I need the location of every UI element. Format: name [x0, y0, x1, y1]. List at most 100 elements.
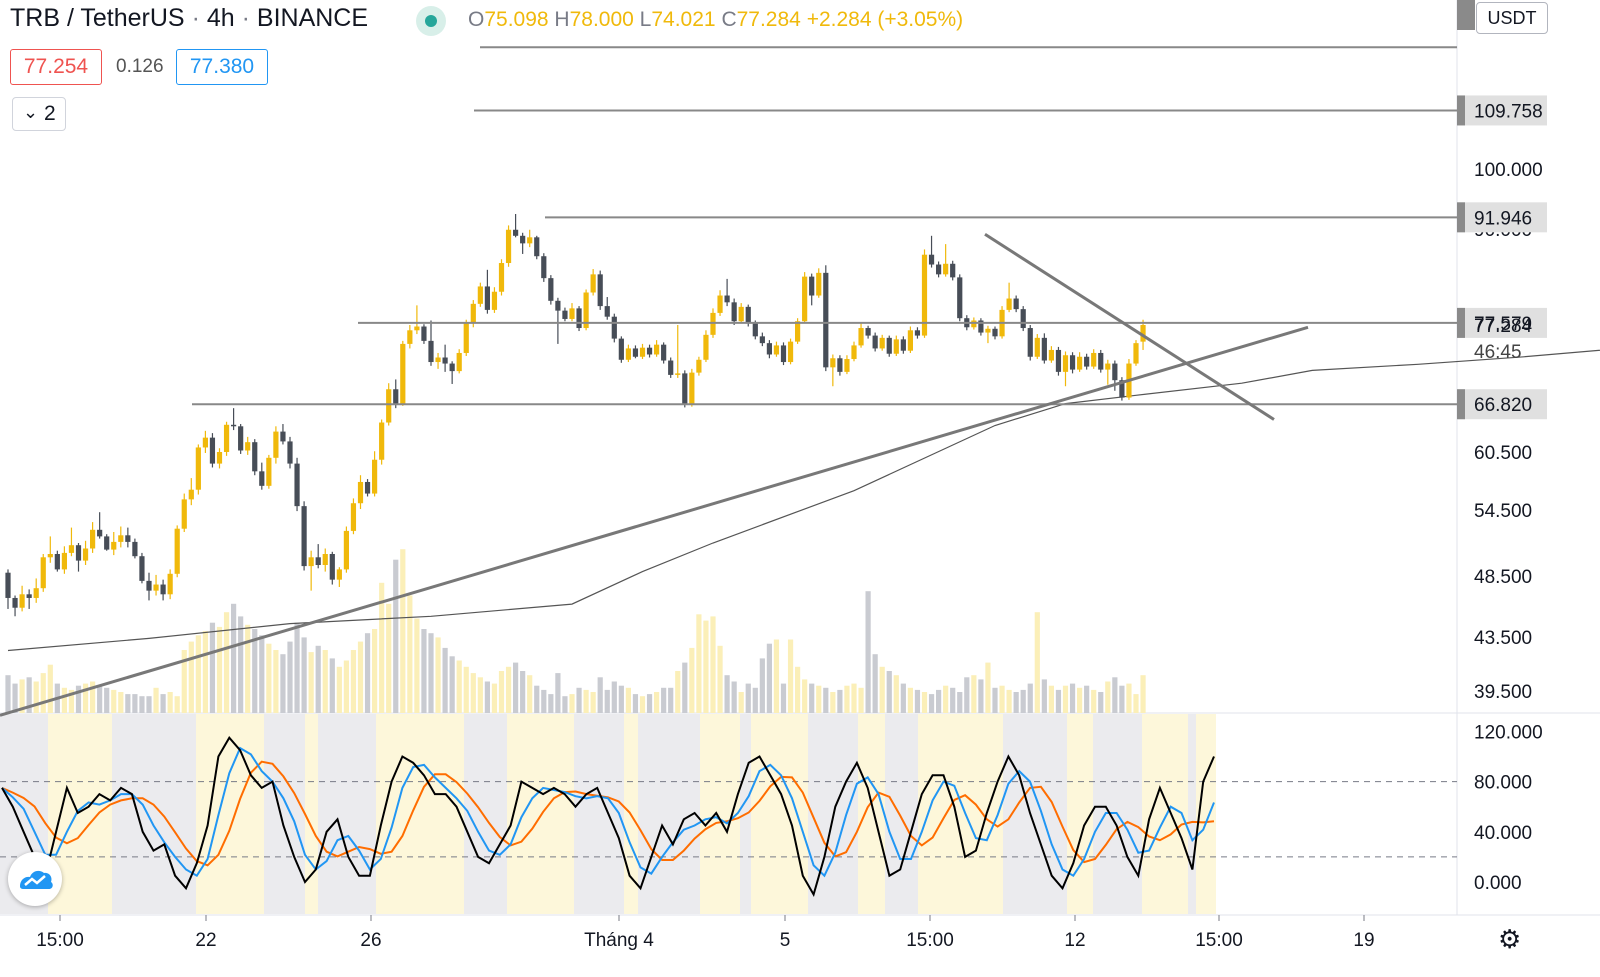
candle-body [1091, 352, 1097, 367]
candle-body [111, 541, 117, 550]
oscillator-band [376, 714, 464, 914]
candle-body [689, 372, 695, 404]
volume-bar [802, 679, 808, 713]
candle-body [562, 310, 568, 319]
candle-body [280, 431, 286, 442]
candle-body [879, 337, 885, 349]
candle-body [1069, 355, 1076, 370]
volume-bar [491, 683, 498, 713]
candle-body [463, 323, 469, 353]
volume-bar [357, 641, 364, 713]
price-level-marker [1457, 307, 1465, 338]
candle-body [336, 569, 342, 580]
oscillator-band [507, 714, 574, 914]
candle-body [1105, 363, 1111, 370]
volume-bar [992, 687, 998, 713]
volume-bar [773, 639, 780, 713]
volume-bar [379, 582, 385, 713]
indicators-toggle[interactable]: ⌄ 2 [12, 97, 66, 131]
open-value: 75.098 [484, 8, 549, 31]
buy-price-button[interactable]: 77.380 [176, 49, 268, 85]
volume-bar [40, 673, 46, 713]
volume-bar [1084, 685, 1090, 713]
volume-bar [442, 647, 448, 713]
candle-body [294, 463, 300, 507]
volume-bar [386, 603, 392, 713]
candle-body [238, 426, 244, 451]
indicator-count: 2 [44, 102, 56, 125]
price-level-tag [1457, 202, 1547, 233]
candle-body [308, 557, 314, 567]
candle-body [188, 489, 194, 500]
separator-dot: · [191, 4, 200, 32]
candle-body [928, 254, 935, 265]
candle-body [139, 556, 145, 581]
volume-bar [548, 694, 554, 713]
ascending-trendline [0, 325, 1309, 717]
candle-body [583, 292, 589, 329]
volume-bar [1069, 683, 1076, 713]
volume-bar [90, 681, 96, 713]
volume-bar [82, 683, 89, 713]
candle-body [1112, 363, 1118, 381]
volume-bar [971, 675, 977, 713]
currency-button[interactable]: USDT [1476, 2, 1548, 34]
candle-body [68, 545, 75, 553]
volume-bar [795, 666, 801, 713]
candle-body [837, 358, 843, 372]
time-tick-label: 15:00 [36, 930, 84, 951]
volume-bar [865, 591, 871, 713]
candle-body [61, 552, 67, 570]
volume-bar [336, 666, 342, 713]
volume-bar [231, 603, 237, 713]
candle-body [534, 237, 540, 257]
high-label: H [554, 8, 570, 31]
candle-body [858, 328, 864, 346]
volume-bar [97, 685, 103, 713]
candle-body [428, 340, 434, 363]
candle-body [696, 359, 702, 373]
tradingview-logo-icon[interactable] [8, 852, 62, 906]
volume-bar [1013, 692, 1019, 713]
candle-body [5, 572, 11, 598]
candle-body [844, 359, 850, 372]
volume-bar [886, 671, 892, 713]
oscillator-band [264, 714, 305, 914]
candle-body [703, 334, 709, 360]
volume-bar [907, 687, 913, 713]
candle-body [202, 437, 208, 448]
price-tick-label: 54.500 [1474, 501, 1532, 522]
candle-body [357, 481, 364, 504]
interval-label[interactable]: 4h [206, 4, 235, 32]
oscillator-band [885, 714, 918, 914]
candle-body [216, 452, 223, 464]
volume-bar [209, 622, 216, 713]
oscillator-tick-label: 0.000 [1474, 873, 1522, 894]
volume-bar [654, 692, 660, 713]
volume-bar [146, 696, 152, 713]
open-label: O [468, 8, 485, 31]
gear-icon[interactable]: ⚙ [1498, 924, 1522, 954]
candle-body [604, 306, 610, 317]
volume-bar [646, 694, 653, 713]
close-label: C [721, 8, 737, 31]
price-level-tag [1457, 389, 1547, 420]
candle-body [498, 263, 505, 292]
volume-bar [710, 616, 716, 713]
volume-bar [202, 631, 208, 713]
candle-body [174, 528, 180, 574]
volume-bar [604, 689, 610, 713]
volume-bar [505, 666, 512, 713]
volume-bar [921, 692, 928, 713]
sell-price-button[interactable]: 77.254 [10, 49, 102, 85]
volume-bar [153, 687, 159, 713]
candle-body [611, 316, 617, 339]
volume-bar [484, 681, 490, 713]
market-status-icon[interactable] [416, 6, 446, 36]
volume-bar [527, 675, 533, 713]
candle-body [851, 345, 857, 360]
volume-bar [1133, 694, 1139, 713]
symbol-name[interactable]: TRB / TetherUS [10, 4, 185, 32]
volume-bar [315, 645, 321, 713]
